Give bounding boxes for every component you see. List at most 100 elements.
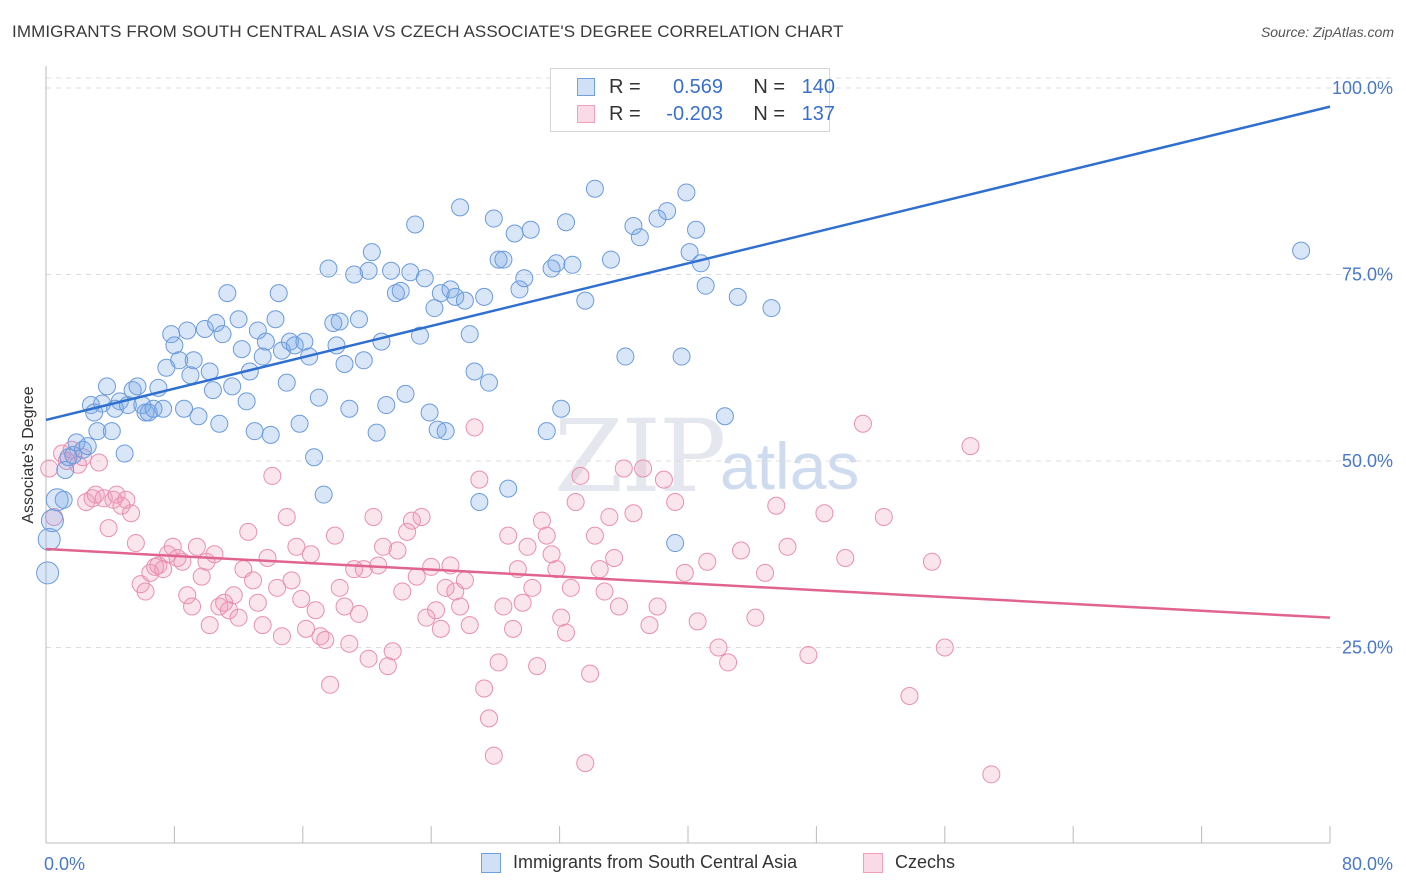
- data-point-czechs: [364, 507, 383, 526]
- data-point-south-central-asia: [377, 396, 396, 415]
- data-point-czechs: [600, 507, 619, 526]
- data-point-south-central-asia: [537, 422, 556, 441]
- data-point-czechs: [402, 511, 421, 530]
- data-point-czechs: [799, 645, 818, 664]
- data-point-czechs: [982, 765, 1001, 784]
- chart-title: IMMIGRANTS FROM SOUTH CENTRAL ASIA VS CZ…: [12, 22, 844, 41]
- data-point-south-central-asia: [232, 340, 251, 359]
- data-point-czechs: [778, 537, 797, 556]
- data-point-south-central-asia: [576, 291, 595, 310]
- data-point-south-central-asia: [521, 220, 540, 239]
- data-point-czechs: [398, 522, 417, 541]
- data-point-south-central-asia: [1292, 241, 1311, 260]
- data-point-south-central-asia: [54, 490, 73, 509]
- x-tick-label: 0.0%: [44, 854, 85, 874]
- data-point-czechs: [465, 418, 484, 437]
- data-point-czechs: [547, 560, 566, 579]
- data-point-south-central-asia: [128, 377, 147, 396]
- data-point-south-central-asia: [340, 399, 359, 418]
- data-point-south-central-asia: [59, 448, 78, 467]
- data-point-czechs: [178, 586, 197, 605]
- data-point-czechs: [349, 604, 368, 623]
- data-point-czechs: [383, 642, 402, 661]
- data-point-south-central-asia: [170, 351, 189, 370]
- data-point-south-central-asia: [266, 310, 285, 329]
- data-point-czechs: [205, 545, 224, 564]
- data-point-south-central-asia: [484, 209, 503, 228]
- y-tick-label: 100.0%: [1332, 78, 1393, 98]
- data-point-czechs: [187, 537, 206, 556]
- data-point-czechs: [192, 567, 211, 586]
- data-point-south-central-asia: [431, 284, 450, 303]
- series-south-central-asia: [36, 179, 1311, 585]
- data-point-south-central-asia: [362, 243, 381, 262]
- trend-line-czechs: [45, 547, 1331, 619]
- data-point-czechs: [836, 548, 855, 567]
- bottom-legend-swatch-blue: [481, 852, 501, 873]
- data-point-south-central-asia: [213, 325, 232, 344]
- data-point-czechs: [168, 548, 187, 567]
- data-point-south-central-asia: [499, 479, 518, 498]
- data-point-south-central-asia: [45, 488, 69, 512]
- y-tick-label: 25.0%: [1342, 638, 1393, 658]
- data-point-czechs: [210, 597, 229, 616]
- data-point-czechs: [374, 537, 393, 556]
- data-point-south-central-asia: [455, 291, 474, 310]
- data-point-south-central-asia: [165, 336, 184, 355]
- data-point-czechs: [561, 578, 580, 597]
- data-point-czechs: [244, 571, 263, 590]
- data-point-czechs: [122, 504, 141, 523]
- data-point-czechs: [513, 593, 532, 612]
- data-point-czechs: [126, 534, 145, 553]
- data-point-south-central-asia: [178, 321, 197, 340]
- data-point-south-central-asia: [382, 261, 401, 280]
- data-point-south-central-asia: [451, 198, 470, 217]
- data-point-czechs: [340, 634, 359, 653]
- data-point-south-central-asia: [616, 347, 635, 366]
- data-point-czechs: [590, 560, 609, 579]
- watermark-atlas: atlas: [720, 429, 860, 503]
- data-point-czechs: [117, 490, 136, 509]
- bottom-legend-series2: Czechs: [863, 852, 955, 873]
- data-point-czechs: [475, 679, 494, 698]
- data-point-czechs: [412, 507, 431, 526]
- data-point-czechs: [378, 657, 397, 676]
- data-point-south-central-asia: [78, 437, 97, 456]
- data-point-czechs: [767, 496, 786, 515]
- data-point-south-central-asia: [465, 362, 484, 381]
- data-point-south-central-asia: [601, 250, 620, 269]
- data-point-czechs: [746, 608, 765, 627]
- legend-n-label: N =: [753, 75, 785, 98]
- data-point-czechs: [263, 466, 282, 485]
- data-point-south-central-asia: [696, 276, 715, 295]
- data-point-czechs: [484, 746, 503, 765]
- data-point-south-central-asia: [715, 407, 734, 426]
- data-point-south-central-asia: [687, 220, 706, 239]
- data-point-south-central-asia: [290, 414, 309, 433]
- data-point-south-central-asia: [144, 399, 163, 418]
- data-point-czechs: [292, 590, 311, 609]
- data-point-czechs: [557, 623, 576, 642]
- x-tick-label: 80.0%: [1342, 854, 1393, 874]
- data-point-south-central-asia: [319, 259, 338, 278]
- data-point-south-central-asia: [680, 243, 699, 262]
- data-point-czechs: [874, 507, 893, 526]
- data-point-czechs: [107, 485, 126, 504]
- data-point-czechs: [239, 522, 258, 541]
- data-point-south-central-asia: [494, 250, 513, 269]
- data-point-czechs: [688, 612, 707, 631]
- data-point-czechs: [624, 504, 643, 523]
- data-point-south-central-asia: [67, 433, 86, 452]
- data-point-czechs: [282, 571, 301, 590]
- data-point-czechs: [675, 563, 694, 582]
- y-axis-label: Associate's Degree: [20, 386, 37, 523]
- data-point-south-central-asia: [40, 509, 64, 533]
- legend-r-label: R =: [609, 102, 641, 125]
- data-point-south-central-asia: [88, 422, 107, 441]
- bottom-legend-label-series2: Czechs: [895, 852, 956, 872]
- data-point-south-central-asia: [460, 325, 479, 344]
- data-point-czechs: [815, 504, 834, 523]
- data-point-czechs: [634, 459, 653, 478]
- data-point-south-central-asia: [184, 351, 203, 370]
- data-point-czechs: [666, 493, 685, 512]
